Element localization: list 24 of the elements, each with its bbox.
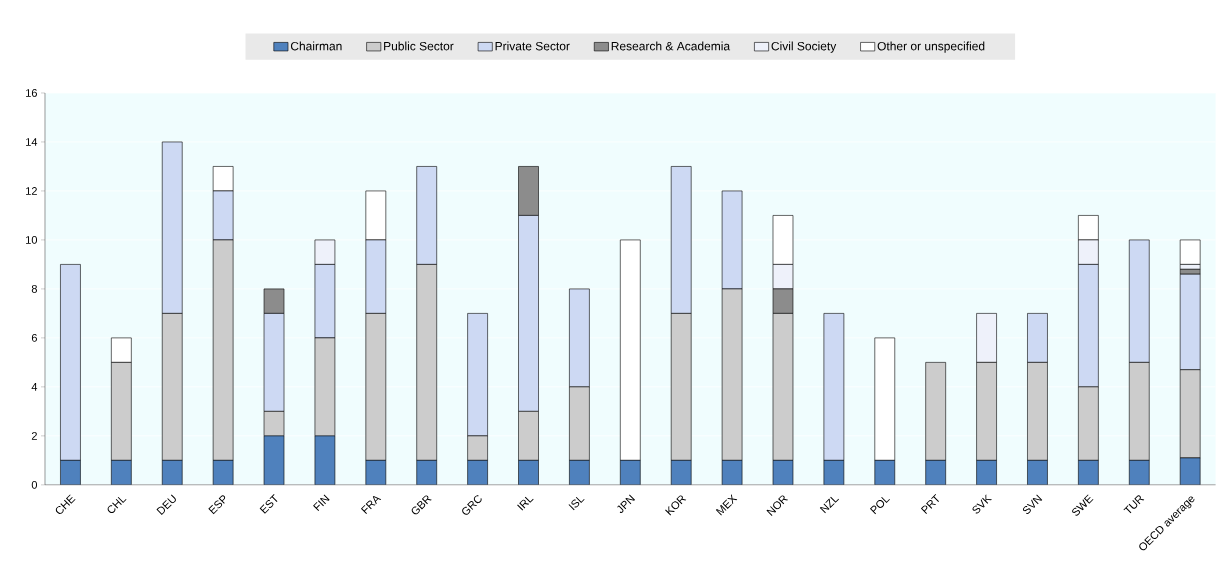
y-tick-label: 2	[31, 432, 37, 440]
x-tick-label: IRL	[517, 496, 534, 511]
y-tick-label: 14	[26, 138, 38, 146]
legend-label: Chairman	[290, 41, 342, 51]
y-tick-label: 16	[26, 89, 37, 97]
x-tick-label: FIN	[313, 494, 330, 512]
x-tick-label: TUR	[1123, 495, 1145, 514]
legend-label: Public Sector	[384, 41, 454, 51]
y-tick-label: 8	[31, 285, 37, 293]
y-tick-label: 12	[26, 187, 37, 195]
y-tick-label: 6	[31, 334, 37, 342]
y-tick-label: 4	[31, 383, 38, 391]
y-tick-label: 10	[26, 236, 38, 244]
legend-label: Civil Society	[771, 41, 837, 53]
x-tick-label: FRA	[360, 496, 382, 515]
x-tick-label: CHL	[107, 496, 127, 514]
legend-label: Private Sector	[495, 41, 570, 51]
x-tick-label: POL	[869, 496, 890, 515]
y-tick-label: 0	[31, 481, 38, 489]
legend-label: Other or unspecified	[877, 41, 985, 53]
bar	[1179, 239, 1201, 265]
legend-label: Research & Academia	[611, 41, 731, 51]
x-tick-label: ISL	[568, 496, 585, 511]
x-tick-label: NZL	[819, 496, 839, 514]
